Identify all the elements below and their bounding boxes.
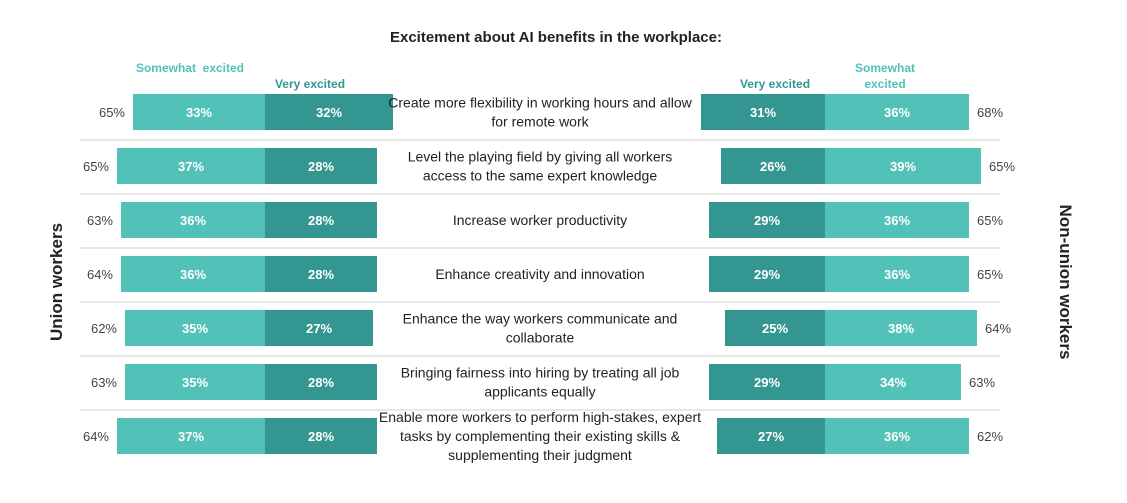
union-somewhat-bar	[121, 202, 265, 238]
nonunion-total-label: 63%	[969, 375, 995, 390]
right-group-label: Non-union workers	[1056, 205, 1075, 360]
union-somewhat-label: 37%	[178, 159, 204, 174]
nonunion-somewhat-label: 36%	[884, 429, 910, 444]
nonunion-somewhat-label: 34%	[880, 375, 906, 390]
union-very-label: 32%	[316, 105, 342, 120]
nonunion-very-label: 29%	[754, 375, 780, 390]
union-somewhat-label: 33%	[186, 105, 212, 120]
category-label: Create more flexibility in working hours…	[388, 95, 692, 130]
category-label: Enhance the way workers communicate and c…	[403, 311, 678, 346]
nonunion-somewhat-bar	[825, 94, 969, 130]
union-somewhat-label: 35%	[182, 375, 208, 390]
legend-left-somewhat: Somewhat excited	[136, 61, 244, 75]
nonunion-somewhat-bar	[825, 418, 969, 454]
union-very-label: 28%	[308, 375, 334, 390]
union-total-label: 65%	[83, 159, 109, 174]
union-very-bar	[265, 310, 373, 346]
union-very-bar	[265, 364, 377, 400]
category-label: Level the playing field by giving all wo…	[408, 149, 673, 184]
union-somewhat-bar	[125, 310, 265, 346]
nonunion-total-label: 65%	[977, 213, 1003, 228]
union-very-label: 28%	[308, 213, 334, 228]
union-very-bar	[265, 202, 377, 238]
nonunion-very-label: 27%	[758, 429, 784, 444]
union-somewhat-bar	[133, 94, 265, 130]
left-group-label: Union workers	[47, 223, 66, 341]
nonunion-total-label: 62%	[977, 429, 1003, 444]
nonunion-somewhat-bar	[825, 364, 961, 400]
category-label: Increase worker productivity	[453, 212, 627, 228]
union-very-bar	[265, 148, 377, 184]
category-label: Bringing fairness into hiring by treatin…	[401, 365, 680, 400]
nonunion-somewhat-label: 36%	[884, 213, 910, 228]
union-very-label: 27%	[306, 321, 332, 336]
chart-title: Excitement about AI benefits in the work…	[390, 29, 722, 46]
union-somewhat-bar	[125, 364, 265, 400]
union-somewhat-bar	[117, 148, 265, 184]
nonunion-somewhat-label: 36%	[884, 267, 910, 282]
nonunion-very-label: 31%	[750, 105, 776, 120]
nonunion-total-label: 64%	[985, 321, 1011, 336]
union-somewhat-bar	[117, 418, 265, 454]
nonunion-very-bar	[709, 256, 825, 292]
category-label: Enable more workers to perform high-stak…	[379, 409, 701, 463]
union-total-label: 64%	[87, 267, 113, 282]
nonunion-very-label: 29%	[754, 267, 780, 282]
nonunion-very-bar	[709, 364, 825, 400]
nonunion-total-label: 65%	[989, 159, 1015, 174]
nonunion-somewhat-label: 36%	[884, 105, 910, 120]
nonunion-very-label: 25%	[762, 321, 788, 336]
nonunion-somewhat-bar	[825, 148, 981, 184]
nonunion-very-bar	[717, 418, 825, 454]
legend-left-very: Very excited	[275, 77, 345, 91]
union-total-label: 64%	[83, 429, 109, 444]
union-total-label: 62%	[91, 321, 117, 336]
union-total-label: 65%	[99, 105, 125, 120]
nonunion-somewhat-bar	[825, 202, 969, 238]
legend-right-somewhat: Somewhat excited	[855, 61, 915, 91]
union-somewhat-bar	[121, 256, 265, 292]
union-very-label: 28%	[308, 429, 334, 444]
nonunion-somewhat-bar	[825, 310, 977, 346]
nonunion-very-bar	[701, 94, 825, 130]
union-total-label: 63%	[87, 213, 113, 228]
nonunion-somewhat-label: 39%	[890, 159, 916, 174]
nonunion-very-label: 26%	[760, 159, 786, 174]
union-total-label: 63%	[91, 375, 117, 390]
union-very-bar	[265, 94, 393, 130]
nonunion-very-bar	[725, 310, 825, 346]
nonunion-total-label: 65%	[977, 267, 1003, 282]
union-somewhat-label: 36%	[180, 267, 206, 282]
category-label: Enhance creativity and innovation	[435, 266, 644, 282]
nonunion-very-label: 29%	[754, 213, 780, 228]
nonunion-total-label: 68%	[977, 105, 1003, 120]
union-very-bar	[265, 418, 377, 454]
union-very-label: 28%	[308, 159, 334, 174]
union-somewhat-label: 37%	[178, 429, 204, 444]
union-very-label: 28%	[308, 267, 334, 282]
union-somewhat-label: 35%	[182, 321, 208, 336]
legend-right-very: Very excited	[740, 77, 810, 91]
nonunion-very-bar	[721, 148, 825, 184]
union-very-bar	[265, 256, 377, 292]
nonunion-somewhat-bar	[825, 256, 969, 292]
union-somewhat-label: 36%	[180, 213, 206, 228]
nonunion-very-bar	[709, 202, 825, 238]
nonunion-somewhat-label: 38%	[888, 321, 914, 336]
